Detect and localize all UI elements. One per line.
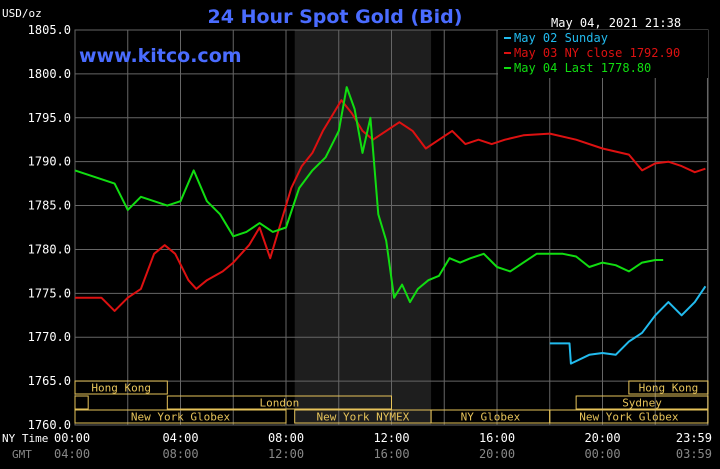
ny-time-row-label: NY Time: [2, 432, 48, 445]
session-label: Hong Kong: [639, 382, 699, 395]
session-label: Hong Kong: [91, 382, 151, 395]
ny-time-tick: 04:00: [162, 431, 198, 445]
plot-frame: [74, 29, 709, 426]
y-tick-label: 1795.0: [28, 111, 71, 125]
y-tick-label: 1805.0: [28, 23, 71, 37]
gmt-tick: 03:59: [676, 447, 712, 461]
series-line-1: [549, 285, 707, 365]
legend-box: [498, 30, 708, 78]
session-box: [628, 380, 709, 395]
session-label: New York NYMEX: [317, 411, 410, 424]
kitco-watermark: www.kitco.com: [79, 45, 242, 67]
y-tick-label: 1800.0: [28, 67, 71, 81]
y-tick-label: 1760.0: [28, 418, 71, 432]
y-axis-tick-labels: 1760.0 1765.0 1770.0 1775.0 1780.0 1785.0 1790…: [28, 23, 71, 432]
session-box: [74, 380, 168, 395]
session-label: NY Globex: [461, 411, 521, 424]
session-box: [74, 409, 287, 424]
y-tick-label: 1765.0: [28, 374, 71, 388]
timestamp: May 04, 2021 21:38: [551, 16, 681, 30]
gmt-tick: 12:00: [268, 447, 304, 461]
ny-time-tick: 12:00: [373, 431, 409, 445]
chart-title: 24 Hour Spot Gold (Bid): [208, 6, 463, 28]
ny-time-tick: 23:59: [676, 431, 712, 445]
legend-label: May 04 Last 1778.80: [514, 61, 651, 75]
session-label: London: [260, 397, 300, 410]
session-label: New York Globex: [579, 411, 679, 424]
gmt-tick: 08:00: [162, 447, 198, 461]
session-box: [575, 395, 709, 410]
ny-time-tick: 20:00: [584, 431, 620, 445]
y-tick-label: 1775.0: [28, 286, 71, 300]
session-box: [166, 395, 392, 410]
gmt-row-label: GMT: [12, 448, 32, 461]
gmt-tick: 20:00: [479, 447, 515, 461]
x-axis-tick-labels: 00:00 04:00 04:00 08:00 08:00 12:00 12:00 16:00…: [54, 431, 712, 461]
series-line-3: [74, 86, 664, 304]
nymex-session-shade: [294, 30, 432, 425]
session-label: Sydney: [622, 397, 662, 410]
gmt-tick: 16:00: [373, 447, 409, 461]
gmt-tick: 00:00: [584, 447, 620, 461]
gmt-tick: 04:00: [54, 447, 90, 461]
series-line-2: [75, 99, 706, 312]
y-tick-label: 1780.0: [28, 242, 71, 256]
ny-time-tick: 00:00: [54, 431, 90, 445]
legend-label: May 03 NY close 1792.90: [514, 46, 680, 60]
units-label: USD/oz: [2, 7, 42, 20]
session-box: [74, 395, 89, 410]
session-box: [549, 409, 709, 424]
price-series: [74, 86, 707, 365]
y-tick-label: 1790.0: [28, 155, 71, 169]
y-tick-label: 1770.0: [28, 330, 71, 344]
ny-time-tick: 08:00: [268, 431, 304, 445]
session-label: New York Globex: [131, 411, 231, 424]
y-tick-label: 1785.0: [28, 199, 71, 213]
ny-time-tick: 16:00: [479, 431, 515, 445]
legend-label: May 02 Sunday: [514, 31, 608, 45]
